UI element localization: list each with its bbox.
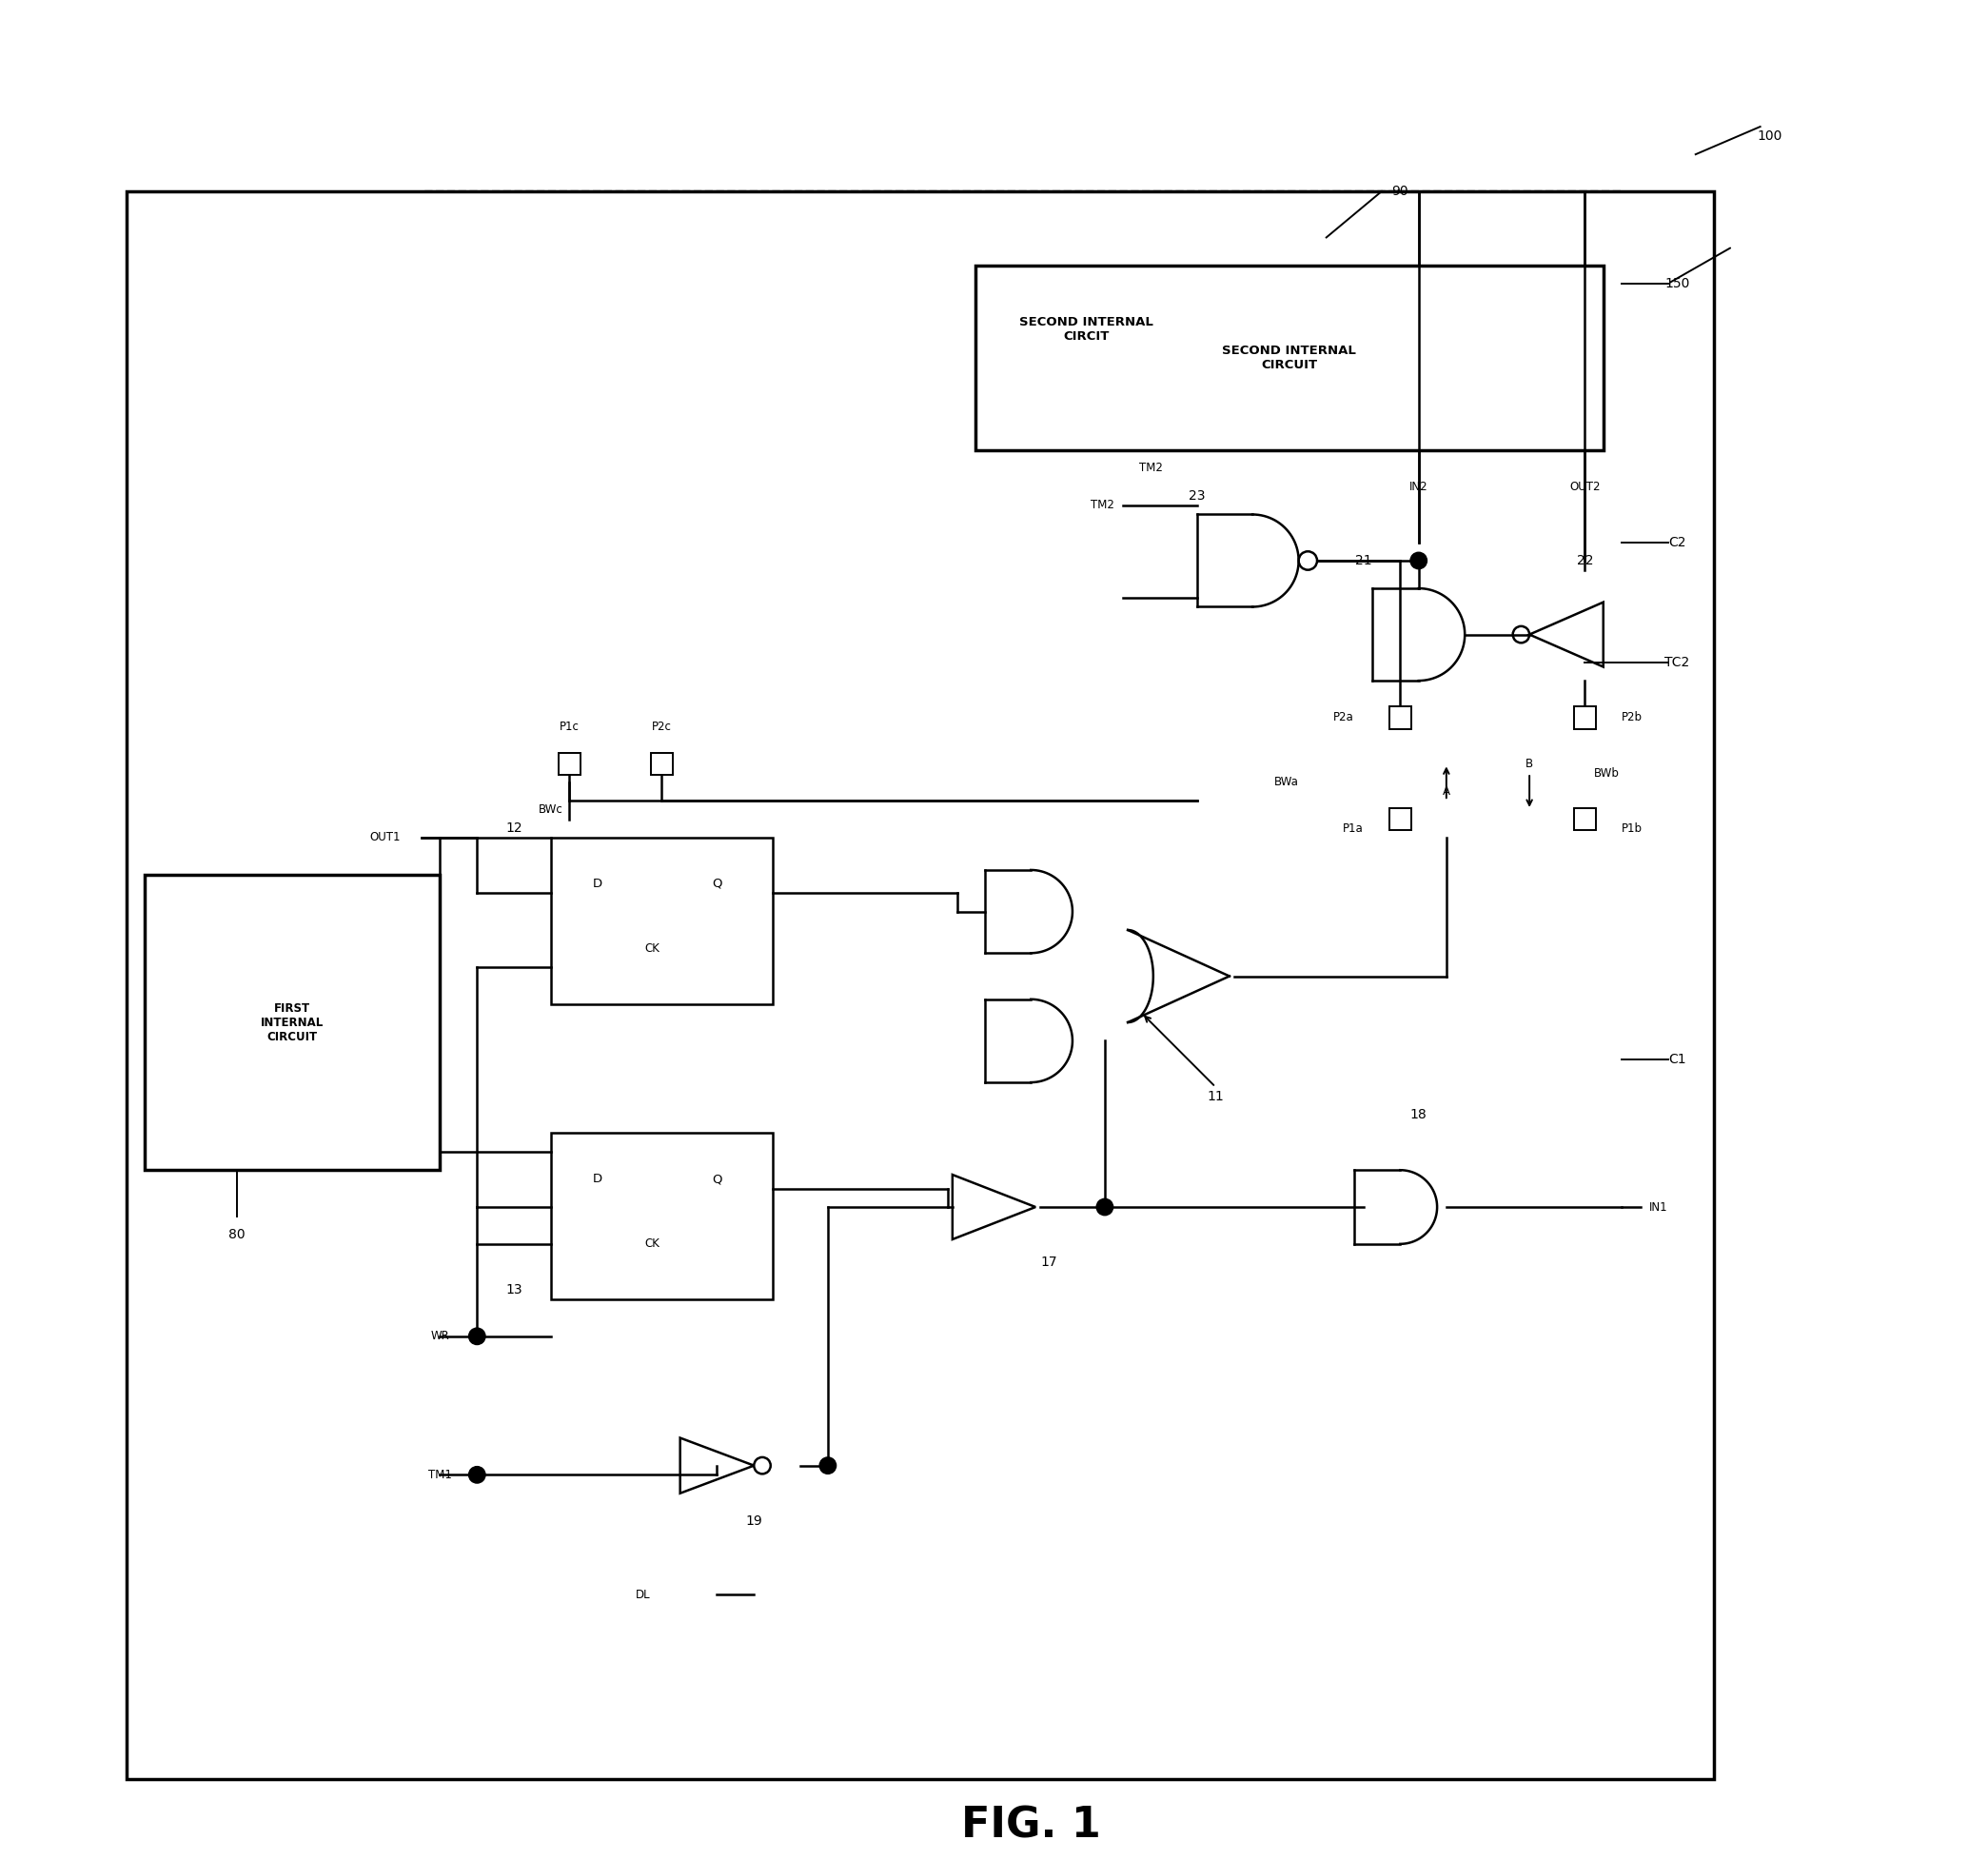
Text: TM1: TM1 (427, 1469, 451, 1481)
Text: 19: 19 (746, 1514, 763, 1527)
Text: 22: 22 (1576, 554, 1592, 567)
Bar (976, 266, 1602, 450)
Text: 18: 18 (1409, 1109, 1427, 1122)
Circle shape (469, 1328, 485, 1345)
Bar (1574, 707, 1596, 729)
Bar (125, 192, 1714, 1780)
Text: P1c: P1c (559, 720, 579, 733)
Bar (994, 413, 1511, 709)
Text: 23: 23 (1189, 489, 1205, 502)
Text: FIRST
INTERNAL
CIRCUIT: FIRST INTERNAL CIRCUIT (260, 1003, 324, 1043)
Text: FIG. 1: FIG. 1 (960, 1806, 1101, 1847)
Bar (421, 192, 1622, 1613)
Text: WR: WR (431, 1330, 449, 1343)
Bar (551, 837, 773, 1004)
Text: BWc: BWc (539, 804, 563, 817)
Text: 11: 11 (1207, 1090, 1225, 1103)
Text: IN1: IN1 (1650, 1202, 1668, 1213)
Text: 21: 21 (1356, 554, 1372, 567)
Text: 12: 12 (505, 822, 523, 835)
Text: D: D (592, 878, 602, 891)
Text: P2a: P2a (1334, 711, 1354, 724)
Text: A: A (1443, 785, 1449, 798)
Text: TC2: TC2 (1664, 655, 1690, 670)
Text: CK: CK (644, 1237, 660, 1250)
Circle shape (469, 1466, 485, 1482)
Text: CK: CK (644, 943, 660, 954)
Text: 150: 150 (1664, 277, 1690, 290)
Text: 90: 90 (1392, 184, 1409, 197)
Text: 17: 17 (1042, 1256, 1058, 1269)
Bar (551, 1133, 773, 1300)
Bar (1390, 807, 1411, 830)
Text: BWa: BWa (1274, 776, 1298, 789)
Text: B: B (1525, 757, 1533, 770)
Text: SECOND INTERNAL
CIRCIT: SECOND INTERNAL CIRCIT (1020, 316, 1153, 342)
Text: BWb: BWb (1594, 766, 1620, 779)
Circle shape (1409, 552, 1427, 569)
Bar (559, 753, 580, 776)
Text: C2: C2 (1668, 536, 1686, 549)
Circle shape (819, 1456, 837, 1473)
Text: Q: Q (712, 878, 722, 891)
Bar (773, 192, 1622, 856)
Text: 100: 100 (1757, 128, 1781, 143)
Text: P2c: P2c (652, 720, 672, 733)
Text: SECOND INTERNAL
CIRCUIT: SECOND INTERNAL CIRCUIT (1223, 344, 1356, 370)
Text: 80: 80 (229, 1228, 245, 1241)
Circle shape (1097, 1198, 1113, 1215)
Text: TM2: TM2 (1139, 461, 1163, 474)
Text: P2b: P2b (1622, 711, 1642, 724)
Bar (1390, 707, 1411, 729)
Bar (650, 753, 672, 776)
Text: IN2: IN2 (1409, 480, 1427, 493)
Text: TM2: TM2 (1089, 498, 1113, 512)
Text: OUT1: OUT1 (370, 831, 400, 844)
Bar (145, 874, 439, 1170)
Text: C1: C1 (1668, 1053, 1686, 1066)
Text: D: D (592, 1174, 602, 1185)
Text: Q: Q (712, 1174, 722, 1185)
Text: OUT2: OUT2 (1569, 480, 1600, 493)
Bar (1574, 807, 1596, 830)
Text: P1b: P1b (1622, 822, 1642, 835)
Text: DL: DL (636, 1588, 650, 1601)
Bar (421, 837, 1622, 1613)
Text: 13: 13 (505, 1283, 523, 1296)
Text: P1a: P1a (1342, 822, 1364, 835)
